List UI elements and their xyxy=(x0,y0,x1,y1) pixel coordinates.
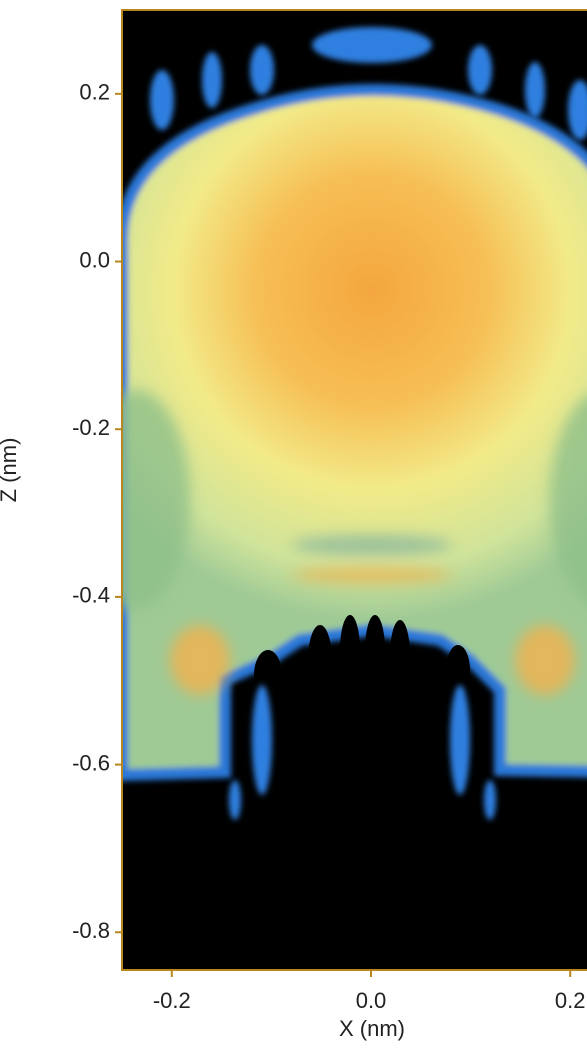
y-tick-label: -0.2 xyxy=(72,415,110,440)
y-tick-label: 0.2 xyxy=(79,80,110,105)
x-axis-label: X (nm) xyxy=(339,1016,405,1041)
y-axis-label: Z (nm) xyxy=(0,438,21,503)
x-tick-label: 0.0 xyxy=(356,988,387,1013)
y-tick-label: -0.8 xyxy=(72,918,110,943)
heatmap xyxy=(80,10,587,970)
y-tick-label: -0.6 xyxy=(72,750,110,775)
x-tick-label: -0.2 xyxy=(153,988,191,1013)
chart: X (nm) Z (nm) -0.2 0.0 0.2 0.2 0.0 -0.2 -0.4 -0… xyxy=(0,0,587,1051)
y-tick-label: 0.0 xyxy=(79,247,110,272)
x-tick-label: 0.2 xyxy=(555,988,586,1013)
y-tick-label: -0.4 xyxy=(72,583,110,608)
